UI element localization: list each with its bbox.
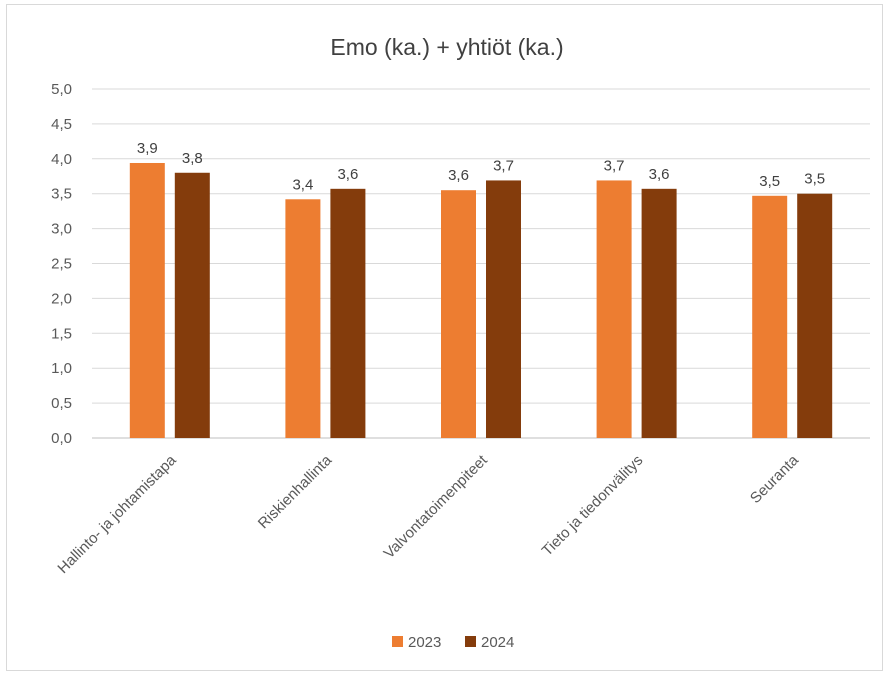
data-label: 3,5: [804, 171, 825, 188]
data-label: 3,7: [604, 157, 625, 174]
data-label: 3,7: [493, 157, 514, 174]
y-tick-label: 2,5: [51, 256, 72, 273]
data-label: 3,4: [292, 176, 313, 193]
bar-2024: [797, 193, 833, 438]
bar-2023: [441, 190, 476, 438]
y-tick-label: 4,0: [51, 151, 72, 168]
x-tick-label: Riskienhallinta: [255, 451, 336, 532]
y-tick-label: 0,0: [51, 430, 72, 447]
bar-2024: [330, 188, 366, 438]
bars: 3,9 3,8 3,4 3,6 3,6 3,7 3,7 3,6 3,5 3,5: [129, 140, 833, 439]
data-label: 3,6: [649, 166, 670, 183]
y-tick-label: 1,5: [51, 325, 72, 342]
chart-title: Emo (ka.) + yhtiöt (ka.): [330, 34, 563, 60]
bar-2023: [596, 180, 632, 439]
x-tick-label: Valvontatoimenpiteet: [381, 451, 492, 562]
data-label: 3,6: [337, 166, 358, 183]
y-axis: 0,0 0,5 1,0 1,5 2,0 2,5 3,0 3,5 4,0 4,5 5,0: [51, 81, 72, 447]
y-tick-label: 3,0: [51, 221, 72, 238]
bar-2024: [486, 180, 521, 439]
y-tick-label: 1,0: [51, 360, 72, 377]
data-label: 3,8: [182, 150, 203, 167]
bar-2023: [752, 195, 788, 438]
y-tick-label: 4,5: [51, 116, 72, 133]
bar-2023: [129, 162, 165, 438]
y-tick-label: 0,5: [51, 395, 72, 412]
data-label: 3,5: [759, 173, 780, 190]
data-label: 3,6: [448, 167, 469, 184]
legend-label: 2023: [408, 634, 441, 651]
y-tick-label: 3,5: [51, 186, 72, 203]
y-tick-label: 2,0: [51, 290, 72, 307]
bar-2024: [641, 188, 677, 438]
x-tick-label: Tieto ja tiedonvälitys: [539, 452, 647, 560]
legend: 2023 2024: [392, 634, 514, 651]
x-tick-label: Hallinto- ja johtamistapa: [54, 451, 180, 577]
y-tick-label: 5,0: [51, 81, 72, 98]
legend-label: 2024: [481, 634, 514, 651]
x-axis: Hallinto- ja johtamistapa Riskienhallinta…: [54, 451, 802, 577]
bar-2023: [285, 199, 321, 438]
x-tick-label: Seuranta: [747, 451, 803, 507]
data-label: 3,9: [137, 140, 158, 157]
gridlines: [92, 88, 870, 439]
legend-swatch-2023: [392, 636, 403, 647]
legend-swatch-2024: [465, 636, 476, 647]
bar-2024: [174, 172, 210, 438]
